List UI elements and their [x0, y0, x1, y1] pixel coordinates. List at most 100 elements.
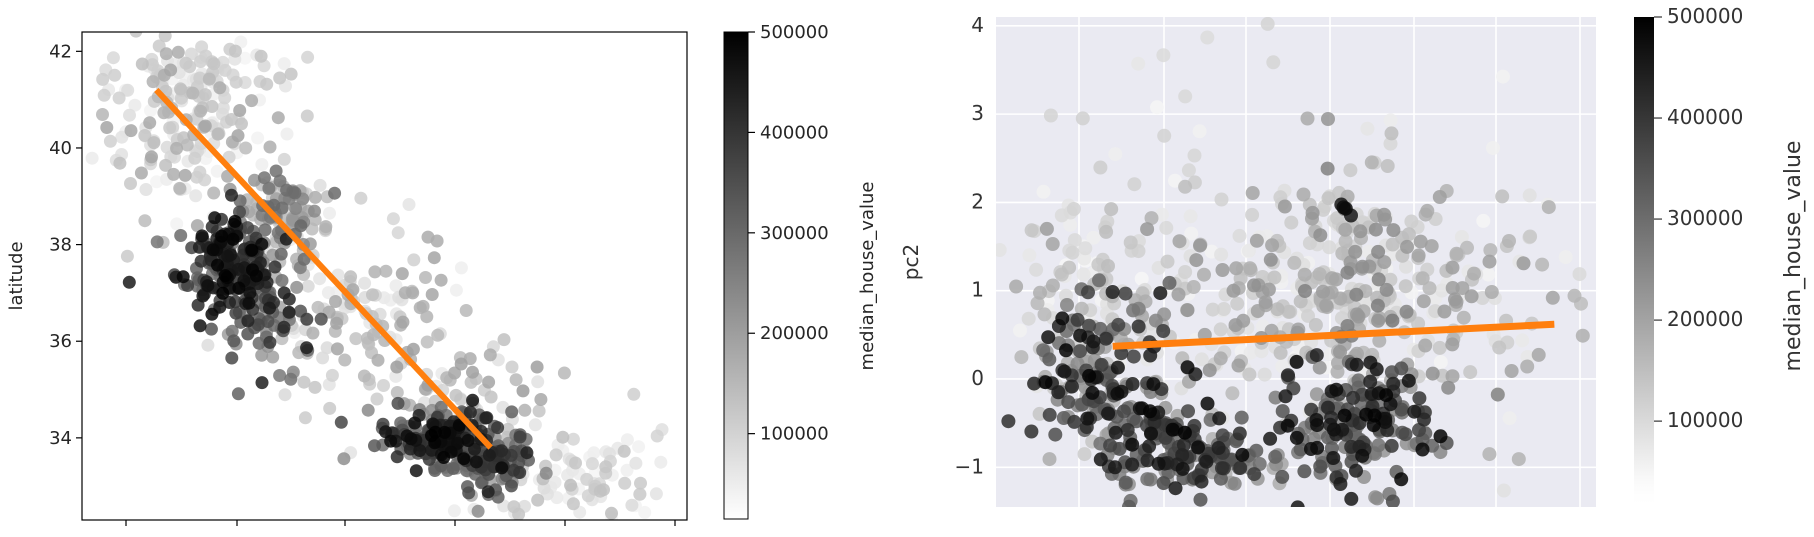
chart-1-fit-line — [154, 87, 493, 450]
data-point — [449, 388, 463, 402]
data-point — [1384, 438, 1399, 453]
data-point — [1086, 230, 1101, 245]
data-point — [1415, 442, 1430, 457]
data-point — [1156, 48, 1171, 63]
data-point — [1108, 460, 1122, 475]
data-point — [1404, 214, 1419, 229]
data-point — [1171, 287, 1186, 302]
data-point — [1160, 254, 1175, 269]
data-point — [337, 452, 351, 466]
data-point — [1258, 295, 1273, 310]
data-point — [1247, 467, 1262, 482]
data-point — [329, 295, 342, 308]
data-point — [1304, 402, 1319, 417]
data-point — [277, 152, 291, 166]
data-point — [1492, 340, 1507, 355]
y-tick-label: 42 — [49, 41, 72, 62]
data-point — [1092, 273, 1106, 288]
data-point — [1156, 476, 1171, 491]
data-point — [505, 405, 519, 419]
data-point — [556, 430, 570, 444]
data-point — [1085, 385, 1100, 400]
data-point — [1316, 202, 1331, 217]
data-point — [427, 251, 441, 265]
data-point — [1234, 410, 1249, 425]
data-point — [534, 393, 548, 406]
data-point — [1278, 389, 1293, 404]
data-point — [1228, 318, 1243, 333]
data-point — [1264, 323, 1279, 338]
data-point — [1077, 251, 1092, 266]
data-point — [1265, 238, 1280, 253]
data-point — [328, 186, 342, 200]
data-point — [1322, 240, 1337, 255]
data-point — [1541, 200, 1556, 215]
data-point — [1364, 155, 1379, 170]
data-point — [1086, 334, 1101, 349]
data-point — [1523, 229, 1538, 244]
data-point — [1215, 461, 1229, 476]
data-point — [1057, 364, 1072, 379]
data-point — [632, 440, 646, 454]
data-point — [1309, 387, 1324, 402]
data-point — [211, 258, 224, 272]
data-point — [1213, 351, 1228, 366]
data-point — [23, 83, 36, 96]
data-point — [1181, 404, 1195, 419]
data-point — [1131, 319, 1146, 334]
data-point — [1122, 499, 1136, 507]
data-point — [1310, 418, 1325, 433]
data-point — [367, 328, 380, 342]
data-point — [1162, 275, 1177, 290]
data-point — [448, 366, 462, 380]
chart-1: 34 36 38 40 42 latitude 100000 200000 300000 40… — [6, 22, 878, 526]
data-point — [354, 191, 368, 205]
data-point — [1142, 439, 1157, 454]
data-point — [145, 150, 158, 164]
data-point — [512, 507, 526, 520]
data-point — [96, 72, 110, 86]
data-point — [1349, 463, 1363, 478]
data-point — [1075, 111, 1090, 126]
data-point — [1213, 322, 1228, 337]
chart-1-x-axis — [125, 520, 676, 526]
data-point — [1484, 285, 1499, 299]
data-point — [255, 158, 269, 171]
data-point — [1297, 267, 1312, 282]
data-point — [1371, 244, 1386, 259]
data-point — [1312, 267, 1327, 282]
data-point — [633, 487, 647, 501]
data-point — [518, 403, 532, 417]
data-point — [1293, 442, 1308, 457]
data-point — [1416, 294, 1431, 309]
data-point — [1181, 163, 1196, 178]
data-point — [569, 456, 582, 470]
data-point — [290, 280, 304, 294]
data-point — [1333, 344, 1347, 359]
data-point — [251, 131, 265, 145]
data-point — [1061, 395, 1076, 410]
data-point — [1081, 285, 1095, 300]
data-point — [1032, 406, 1047, 421]
data-point — [289, 202, 303, 215]
colorbar-tick-label: 500000 — [760, 22, 829, 43]
data-point — [1371, 272, 1386, 287]
data-point — [1379, 388, 1394, 403]
data-point — [1055, 311, 1070, 326]
data-point — [368, 439, 381, 453]
data-point — [180, 138, 194, 152]
data-point — [520, 446, 534, 460]
data-point — [1156, 324, 1171, 338]
data-point — [1175, 461, 1190, 476]
data-point — [1080, 411, 1095, 426]
data-point — [1125, 377, 1140, 391]
data-point — [1249, 233, 1264, 248]
data-point — [1343, 163, 1358, 178]
data-point — [1021, 311, 1036, 326]
data-point — [1596, 366, 1610, 380]
data-point — [228, 214, 242, 228]
data-point — [225, 188, 238, 202]
data-point — [257, 171, 271, 185]
data-point — [190, 170, 204, 184]
data-point — [1093, 452, 1108, 467]
